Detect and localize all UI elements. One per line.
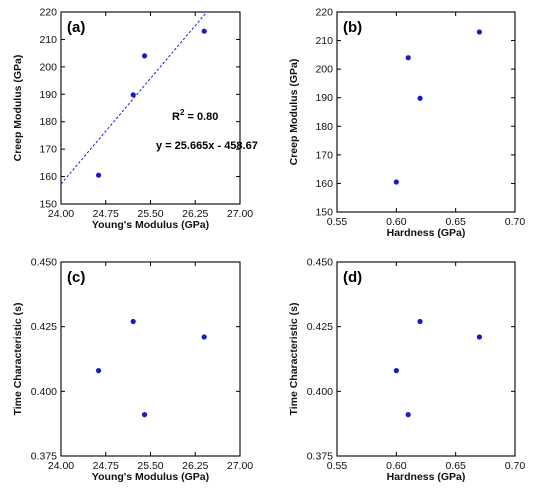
plot-frame (60, 11, 241, 205)
x-tick-label: 24.75 (93, 208, 119, 220)
x-tick-label: 24.75 (93, 460, 119, 472)
data-point (476, 29, 482, 35)
y-tick-label: 180 (315, 121, 333, 133)
y-axis-title: Time Characteristic (s) (288, 302, 300, 415)
y-tick-label: 0.400 (307, 386, 333, 398)
panel-label: (c) (67, 269, 85, 286)
equation-label: y = 25.665x - 458.67 (156, 140, 258, 152)
y-tick-label: 160 (315, 178, 333, 190)
x-tick-label: 0.65 (445, 460, 466, 472)
x-tick-label: 27.00 (227, 460, 253, 472)
x-tick-label: 24.00 (48, 208, 74, 220)
x-tick-label: 26.25 (182, 460, 208, 472)
y-tick-label: 180 (39, 116, 57, 128)
y-axis-title: Time Characteristic (s) (12, 302, 24, 415)
x-tick-label: 0.70 (505, 216, 526, 228)
x-tick-label: 0.55 (327, 216, 348, 228)
x-tick-label: 0.60 (386, 460, 407, 472)
data-point (476, 334, 482, 340)
y-tick-label: 170 (39, 144, 57, 156)
data-point (405, 412, 411, 418)
y-tick-label: 0.400 (31, 386, 57, 398)
y-tick-label: 0.425 (307, 321, 333, 333)
y-tick-label: 0.450 (31, 257, 57, 269)
y-tick-label: 0.425 (31, 321, 57, 333)
y-tick-label: 220 (315, 7, 333, 19)
y-tick-label: 160 (39, 171, 57, 183)
data-point (405, 55, 411, 61)
y-axis-title: Creep Modulus (GPa) (12, 55, 24, 162)
y-tick-label: 190 (315, 92, 333, 104)
x-tick-label: 25.50 (137, 460, 163, 472)
panel-label: (d) (343, 269, 362, 286)
regression-line (61, 12, 208, 185)
panel-c: 24.00 24.75 25.50 26.25 27.00 0.375 0.400 0.425… (12, 257, 253, 484)
x-axis-title: Young's Modulus (GPa) (92, 219, 209, 231)
y-tick-label: 210 (39, 34, 57, 46)
y-tick-label: 190 (39, 89, 57, 101)
x-tick-label: 25.50 (137, 208, 163, 220)
x-tick-label: 26.25 (182, 208, 208, 220)
y-tick-label: 210 (315, 35, 333, 47)
x-tick-label: 24.00 (48, 460, 74, 472)
plot-frame (60, 261, 241, 457)
plot-frame (336, 11, 516, 213)
y-axis-title: Creep Modulus (GPa) (288, 59, 300, 166)
x-tick-label: 27.00 (227, 208, 253, 220)
data-point (95, 172, 102, 178)
panel-label: (a) (67, 19, 85, 36)
y-tick-label: 170 (315, 149, 333, 161)
y-tick-label: 220 (39, 7, 57, 19)
y-tick-label: 150 (315, 207, 333, 219)
y-tick-label: 150 (39, 199, 57, 211)
y-tick-label: 0.375 (31, 451, 57, 463)
r-squared-label: R2 = 0.80 (172, 108, 218, 123)
data-point (95, 368, 102, 374)
data-point (141, 412, 148, 418)
panel-d: 0.55 0.60 0.65 0.70 0.375 0.400 0.425 0.450 Hard… (288, 257, 525, 484)
data-point (417, 318, 423, 325)
y-tick-label: 0.375 (307, 451, 333, 463)
data-point (417, 95, 423, 101)
x-tick-label: 0.65 (445, 216, 466, 228)
data-point (130, 92, 136, 98)
panel-label: (b) (343, 19, 362, 36)
y-tick-label: 200 (39, 61, 57, 73)
x-axis-title: Young's Modulus (GPa) (92, 471, 209, 483)
x-axis-title: Hardness (GPa) (387, 471, 466, 483)
x-tick-label: 0.60 (386, 216, 407, 228)
x-tick-label: 0.55 (327, 460, 348, 472)
data-point (201, 334, 207, 340)
x-tick-label: 0.70 (505, 460, 526, 472)
data-point (201, 28, 207, 34)
data-point (393, 179, 399, 185)
y-tick-label: 0.450 (307, 257, 333, 269)
y-tick-label: 200 (315, 64, 333, 76)
data-point (141, 53, 148, 59)
plot-frame (336, 261, 516, 457)
x-axis-title: Hardness (GPa) (387, 227, 466, 239)
data-point (130, 318, 136, 325)
panel-b: 0.55 0.60 0.65 0.70 150 160 170 180 190 200 210 220… (288, 7, 525, 240)
data-point (393, 368, 399, 374)
panel-a: 24.00 24.75 25.50 26.25 27.00 150 160 170 180 190… (12, 7, 258, 232)
